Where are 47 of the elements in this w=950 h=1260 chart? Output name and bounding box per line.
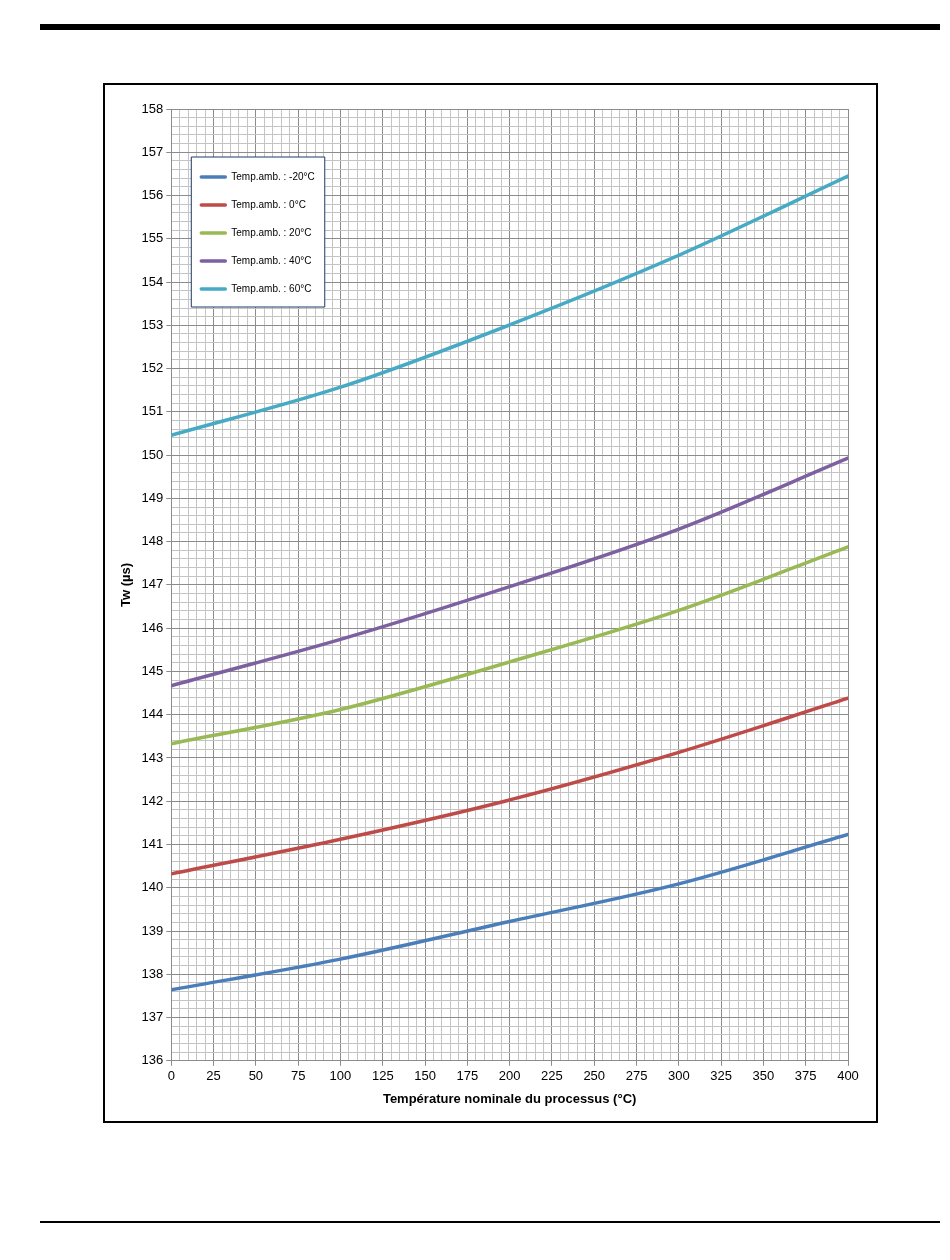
- x-tick-label: 150: [414, 1068, 436, 1084]
- y-tick-label: 136: [141, 1052, 164, 1068]
- x-tick-label: 200: [498, 1068, 521, 1084]
- x-tick-label: 275: [625, 1068, 648, 1084]
- y-tick-label: 157: [141, 143, 164, 159]
- legend-label: Temp.amb. : 0°C: [231, 198, 306, 210]
- y-tick-label: 143: [141, 749, 164, 765]
- x-tick-label: 125: [371, 1068, 394, 1084]
- x-tick-label: 50: [248, 1068, 264, 1084]
- y-tick-label: 149: [141, 489, 164, 505]
- y-tick-label: 142: [141, 792, 164, 808]
- y-axis-title: Tw (µs): [118, 562, 134, 607]
- y-tick-label: 141: [141, 836, 164, 852]
- y-tick-label: 148: [141, 533, 164, 549]
- x-tick-label: 25: [206, 1068, 221, 1084]
- legend-label: Temp.amb. : 20°C: [231, 226, 312, 238]
- y-tick-label: 156: [141, 187, 164, 203]
- y-tick-label: 151: [141, 403, 164, 419]
- x-tick-label: 350: [752, 1068, 775, 1084]
- y-tick-label: 144: [141, 706, 164, 722]
- x-tick-label: 300: [667, 1068, 690, 1084]
- x-tick-label: 100: [329, 1068, 352, 1084]
- y-tick-label: 138: [141, 965, 164, 981]
- y-tick-label: 147: [141, 576, 164, 592]
- legend-label: Temp.amb. : -20°C: [231, 170, 315, 182]
- y-tick-label: 146: [141, 619, 164, 635]
- x-tick-label: 75: [290, 1068, 306, 1084]
- x-axis-title: Température nominale du processus (°C): [382, 1090, 637, 1106]
- x-tick-label: 225: [541, 1068, 563, 1084]
- y-tick-label: 153: [141, 316, 164, 332]
- x-tick-label: 250: [583, 1068, 606, 1084]
- x-tick-label: 400: [837, 1068, 859, 1084]
- y-tick-label: 139: [141, 922, 164, 938]
- y-tick-label: 140: [141, 879, 164, 895]
- x-tick-label: 175: [456, 1068, 479, 1084]
- y-tick-label: 150: [141, 446, 164, 462]
- y-tick-label: 137: [141, 1009, 164, 1025]
- y-tick-label: 155: [141, 230, 164, 246]
- legend-label: Temp.amb. : 60°C: [231, 282, 312, 294]
- legend-label: Temp.amb. : 40°C: [231, 254, 312, 266]
- y-tick-label: 154: [141, 273, 164, 289]
- x-tick-label: 375: [794, 1068, 817, 1084]
- x-tick-label: 325: [710, 1068, 732, 1084]
- y-tick-label: 145: [141, 663, 164, 679]
- y-tick-label: 158: [141, 100, 164, 116]
- x-tick-label: 0: [167, 1068, 175, 1084]
- y-tick-label: 152: [141, 360, 164, 376]
